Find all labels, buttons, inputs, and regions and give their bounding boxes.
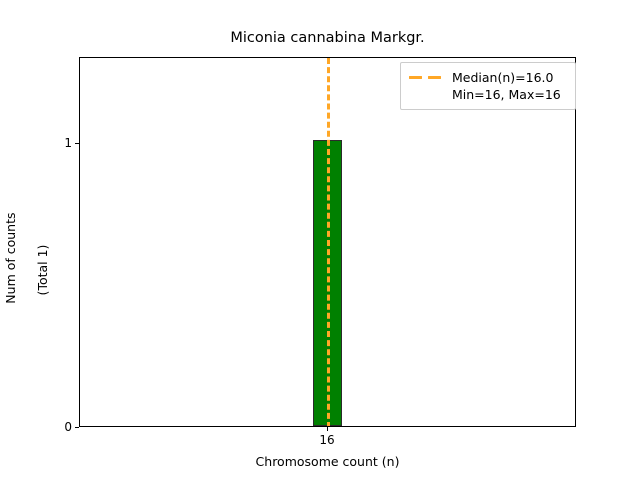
median-line xyxy=(327,58,330,426)
y-axis-label-wrap: Num of counts (Total 1) xyxy=(0,0,70,480)
y-tick-label-1: 1 xyxy=(64,136,72,150)
y-tick-label-0: 0 xyxy=(64,420,72,434)
x-tick-label-16: 16 xyxy=(319,433,335,447)
plot-area xyxy=(79,57,576,427)
legend-label-minmax: Min=16, Max=16 xyxy=(452,87,561,102)
y-axis-label-line2: (Total 1) xyxy=(35,244,50,296)
legend: Median(n)=16.0 Min=16, Max=16 xyxy=(400,62,576,110)
dashed-line-icon xyxy=(408,72,444,84)
y-tick-mark-0 xyxy=(75,427,79,428)
legend-label-median: Median(n)=16.0 xyxy=(452,70,554,85)
y-tick-mark-1 xyxy=(75,143,79,144)
chart-title: Miconia cannabina Markgr. xyxy=(230,30,425,46)
legend-entry-median: Median(n)=16.0 xyxy=(408,69,568,86)
x-axis-label: Chromosome count (n) xyxy=(255,454,400,469)
x-tick-mark-16 xyxy=(326,427,328,431)
legend-entry-minmax: Min=16, Max=16 xyxy=(408,86,568,103)
y-axis-label-line1: Num of counts xyxy=(3,212,18,304)
